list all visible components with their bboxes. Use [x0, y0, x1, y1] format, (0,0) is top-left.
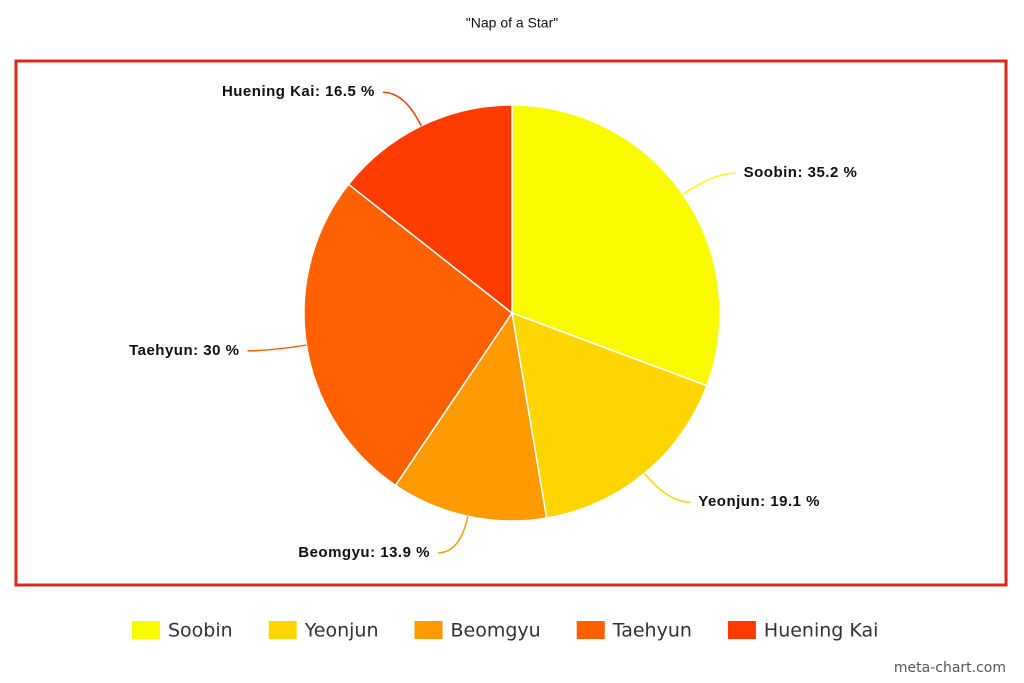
credit: meta-chart.com	[894, 660, 1006, 676]
legend-label: Beomgyu	[451, 620, 541, 642]
legend-swatch	[727, 621, 756, 639]
plot-frame	[14, 59, 1008, 587]
data-label: Yeonjun: 19.1 %	[698, 493, 820, 510]
leader-line	[247, 344, 307, 352]
legend-label: Taehyun	[612, 620, 692, 642]
data-label: Soobin: 35.2 %	[744, 164, 858, 181]
legend-swatch	[268, 621, 297, 639]
legend-label: Yeonjun	[304, 620, 379, 642]
data-label: Huening Kai: 16.5 %	[222, 83, 375, 100]
data-label: Taehyun: 30 %	[129, 342, 239, 359]
leader-line	[437, 516, 469, 554]
pie-slice	[511, 311, 708, 519]
legend-swatch	[132, 621, 160, 639]
legend-swatch	[414, 621, 443, 639]
pie-slice	[303, 183, 514, 487]
leader-line	[682, 172, 736, 196]
data-label: Beomgyu: 13.9 %	[298, 544, 430, 561]
leader-line	[382, 91, 422, 127]
legend-swatch	[576, 621, 605, 639]
leader-line	[643, 472, 691, 504]
legend-label: Soobin	[168, 620, 233, 642]
legend-label: Huening Kai	[764, 620, 879, 642]
chart-title: "Nap of a Star"	[466, 15, 558, 31]
